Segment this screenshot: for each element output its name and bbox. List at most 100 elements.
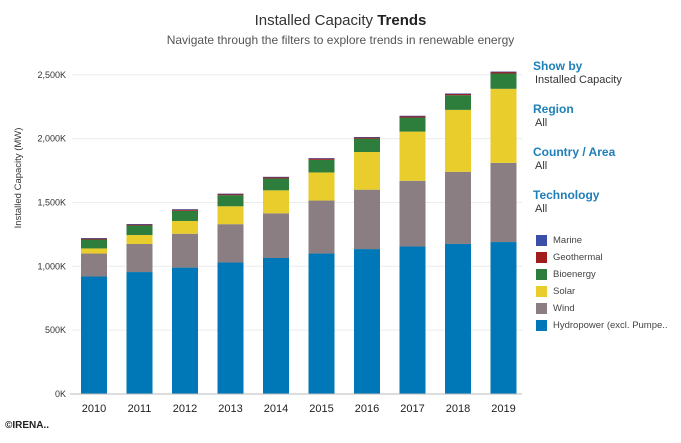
bar-segment[interactable] (81, 276, 107, 394)
bar-segment[interactable] (354, 137, 380, 138)
bars (81, 71, 517, 394)
bar-segment[interactable] (445, 93, 471, 96)
legend-item[interactable]: Hydropower (excl. Pumpe.. (536, 317, 668, 334)
bar-segment[interactable] (172, 267, 198, 394)
legend-item[interactable]: Wind (536, 300, 668, 317)
legend-label: Geothermal (553, 252, 603, 263)
bar-segment[interactable] (81, 238, 107, 240)
bar-segment[interactable] (445, 109, 471, 172)
bar-segment[interactable] (308, 253, 335, 394)
bar-segment[interactable] (399, 115, 426, 117)
bar-segment[interactable] (490, 88, 517, 163)
bar-segment[interactable] (217, 193, 244, 196)
bar-segment[interactable] (490, 71, 517, 74)
bar-segment[interactable] (263, 176, 289, 178)
bar-segment[interactable] (354, 189, 380, 250)
bar-segment[interactable] (263, 190, 289, 214)
bar-segment[interactable] (217, 224, 244, 263)
filter-region-label: Region (533, 102, 574, 116)
bar-segment[interactable] (445, 243, 471, 394)
filter-region-value[interactable]: All (535, 117, 548, 129)
x-tick-label: 2012 (173, 403, 197, 415)
bar-segment[interactable] (81, 253, 107, 277)
bar-segment[interactable] (445, 93, 471, 95)
filter-show-by-value[interactable]: Installed Capacity (535, 74, 622, 86)
y-tick-label: 2,500K (37, 70, 66, 80)
filter-technology[interactable]: Technology All (533, 188, 599, 215)
x-tick-label: 2017 (400, 403, 424, 415)
bar-segment[interactable] (172, 210, 198, 221)
bar-segment[interactable] (263, 178, 289, 191)
bar-segment[interactable] (308, 172, 335, 201)
filter-region[interactable]: Region All (533, 102, 574, 129)
y-tick-label: 500K (45, 325, 66, 335)
x-tick-label: 2011 (128, 403, 152, 415)
legend-swatch (536, 286, 547, 297)
y-tick-label: 1,000K (37, 261, 66, 271)
bar-segment[interactable] (399, 246, 426, 394)
x-tick-label: 2016 (355, 403, 379, 415)
bar-segment[interactable] (126, 272, 153, 394)
bar-segment[interactable] (126, 224, 153, 226)
x-tick-label: 2014 (264, 403, 288, 415)
bar-segment[interactable] (126, 243, 153, 273)
bar-segment[interactable] (445, 95, 471, 110)
bar-segment[interactable] (217, 206, 244, 225)
bar-segment[interactable] (172, 233, 198, 268)
bar-segment[interactable] (399, 131, 426, 181)
filter-country-area-label: Country / Area (533, 145, 616, 159)
bar-segment[interactable] (399, 180, 426, 247)
bar-segment[interactable] (81, 239, 107, 249)
bar-segment[interactable] (308, 158, 335, 160)
bar-segment[interactable] (217, 195, 244, 207)
legend-label: Solar (553, 286, 576, 297)
chart-legend: Marine Geothermal Bioenergy Solar Wind Hydrop… (536, 232, 668, 334)
legend-item[interactable]: Marine (536, 232, 668, 249)
bar-segment[interactable] (81, 248, 107, 254)
bar-segment[interactable] (399, 117, 426, 132)
bar-segment[interactable] (354, 138, 380, 153)
bar-segment[interactable] (490, 71, 517, 73)
bar-segment[interactable] (490, 242, 517, 394)
bar-segment[interactable] (490, 73, 517, 89)
bar-segment[interactable] (172, 220, 198, 234)
bar-segment[interactable] (354, 152, 380, 190)
filter-country-area-value[interactable]: All (535, 160, 548, 172)
bar-segment[interactable] (263, 258, 289, 394)
legend-label: Marine (553, 235, 583, 246)
bar-segment[interactable] (217, 193, 244, 195)
bar-segment[interactable] (354, 249, 380, 394)
bar-segment[interactable] (445, 171, 471, 244)
bar-segment[interactable] (172, 209, 198, 211)
legend-swatch (536, 269, 547, 280)
filter-country-area[interactable]: Country / Area All (533, 145, 615, 172)
bar-segment[interactable] (126, 225, 153, 236)
bar-segment[interactable] (263, 176, 289, 179)
bar-segment[interactable] (217, 262, 244, 394)
y-axis-label: Installed Capacity (MW) (13, 128, 24, 229)
bar-segment[interactable] (308, 159, 335, 173)
bar-segment[interactable] (399, 115, 426, 118)
bar-segment[interactable] (172, 209, 198, 210)
title-normal: Installed Capacity (254, 12, 378, 29)
bar-segment[interactable] (263, 213, 289, 259)
x-tick-labels: 2010 2011 2012 2013 2014 2015 2016 2017 2018 2019 (82, 403, 516, 415)
legend-item[interactable]: Bioenergy (536, 266, 668, 283)
filter-technology-value[interactable]: All (535, 203, 548, 215)
y-tick-label: 0K (55, 389, 66, 399)
bar-segment[interactable] (490, 162, 517, 243)
legend-item[interactable]: Solar (536, 283, 668, 300)
copyright: ©IRENA.. (5, 420, 50, 431)
bar-segment[interactable] (81, 238, 107, 239)
legend-label: Hydropower (excl. Pumpe.. (553, 320, 668, 331)
filter-show-by[interactable]: Show by Installed Capacity (533, 59, 622, 86)
legend-item[interactable]: Geothermal (536, 249, 668, 266)
bar-segment[interactable] (126, 224, 153, 225)
bar-segment[interactable] (126, 235, 153, 244)
bar-segment[interactable] (308, 158, 335, 159)
x-tick-label: 2013 (218, 403, 242, 415)
filter-show-by-label: Show by (533, 59, 583, 73)
bar-segment[interactable] (308, 200, 335, 254)
bar-segment[interactable] (354, 137, 380, 139)
